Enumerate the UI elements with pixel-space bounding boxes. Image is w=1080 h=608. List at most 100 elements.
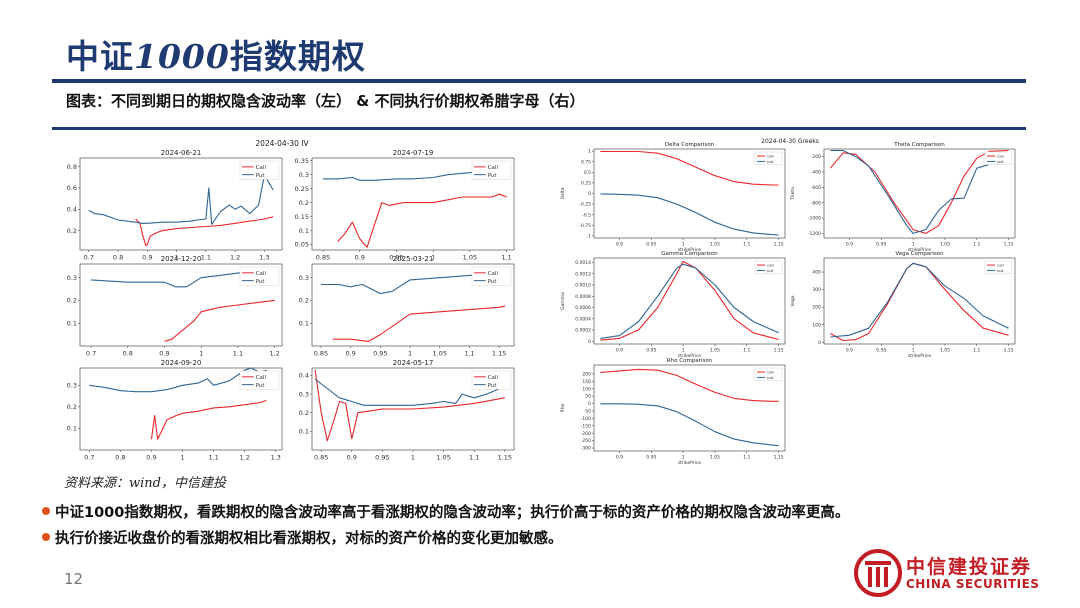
series-line-call [600,368,779,402]
y-tick-label: 0.0002 [575,328,591,334]
x-tick-label: 1.15 [492,350,506,358]
x-tick-label: 0.95 [646,455,656,461]
x-tick-label: 1.1 [501,254,511,262]
series-line-put [830,262,1009,338]
x-tick-label: 1.2 [230,254,240,262]
x-tick-label: 1 [682,455,685,461]
legend-entry: Call [256,165,267,171]
legend-entry: Put [256,279,266,285]
x-tick-label: 1.3 [259,254,269,262]
y-tick-label: 0.0014 [575,260,591,266]
legend-entry: call [767,263,774,268]
x-tick-label: 1.1 [469,454,479,462]
chart-9: Gamma Comparison 0.9 0.95 1 1.05 1.1 1.15 0 0.00… [560,251,786,359]
x-axis-label: strikePrice [678,353,702,359]
series-line-put [600,193,779,236]
chart-title: 2024-05-17 [393,359,434,367]
series-line-call [332,305,506,342]
x-tick-label: 0.9 [159,350,169,358]
series-line-call [829,149,1009,234]
chart-title: Gamma Comparison [661,251,718,257]
y-tick-label: 0.2 [67,227,77,235]
left-figure-suptitle: 2024-04-30 IV [255,139,309,148]
y-tick-label: 100 [812,322,821,328]
x-tick-label: 1 [180,454,184,462]
y-tick-label: -100 [581,416,591,422]
x-tick-label: 1.15 [774,455,784,461]
legend-entry: Call [256,271,267,277]
bullet-2-text: 执行价接近收盘价的看涨期权相比看涨期权，对标的资产价格的变化更加敏感。 [55,531,563,547]
figure-caption: 图表：不同到期日的期权隐含波动率（左） & 不同执行价期权希腊字母（右） [66,92,585,110]
x-tick-label: 1.15 [498,454,512,462]
chart-title: 2024-06-21 [161,149,202,157]
y-tick-label: 0 [818,340,821,346]
y-tick-label: 50 [585,394,591,400]
caption-divider [52,127,1026,130]
x-tick-label: 1.15 [1004,348,1014,354]
legend-entry: call [997,263,1004,268]
y-tick-label: 0.25 [581,180,591,186]
y-tick-label: 200 [812,305,821,311]
x-tick-label: 0.85 [314,350,328,358]
y-tick-label: 150 [582,379,591,385]
x-tick-label: 1.05 [463,254,477,262]
x-tick-label: 0.9 [142,254,152,262]
x-tick-label: 1.05 [436,454,450,462]
x-tick-label: 1 [912,242,915,248]
x-tick-label: 1.2 [240,454,250,462]
y-tick-label: 0.0010 [575,283,591,289]
chart-title: 2024-09-20 [161,359,202,367]
x-tick-label: 1.1 [743,348,750,354]
x-tick-label: 1.05 [940,242,950,248]
x-tick-label: 0.9 [355,254,365,262]
y-axis-label: Vega [790,295,796,306]
page-number: 12 [64,570,84,588]
x-tick-label: 0.8 [115,454,125,462]
y-tick-label: 0.15 [295,213,309,221]
china-securities-logo-icon [854,549,902,597]
legend-entry: Call [488,271,499,277]
y-tick-label: -50 [584,409,591,415]
title-cn2: 指数期权 [229,37,366,76]
x-tick-label: 1.15 [1004,242,1014,248]
y-tick-label: -1000 [808,216,821,222]
x-axis-label: strikePrice [678,460,702,466]
y-tick-label: 0.4 [299,372,309,380]
chart-1: 2024-06-21 0.7 0.8 0.9 1 1.1 1.2 1.3 0.2 0.4 0.6 0.… [67,149,283,262]
series-line-put [830,149,1009,234]
chart-6: 2024-05-17 0.85 0.9 0.95 1 1.05 1.1 1.15 0.1 0.2 0… [299,359,515,462]
x-tick-label: 1.05 [710,348,720,354]
y-tick-label: -0.5 [582,212,591,218]
chart-title: Rho Comparison [667,358,713,364]
x-tick-label: 1.1 [973,348,980,354]
y-axis-label: Delta [560,187,566,199]
y-tick-label: 0.75 [581,159,591,165]
y-tick-label: -200 [581,431,591,437]
y-tick-label: 0.3 [67,382,77,390]
y-tick-label: 0.3 [67,274,77,282]
y-tick-label: 400 [812,270,821,276]
logo-text-en: CHINA SECURITIES [906,577,1040,591]
y-tick-label: 0.2 [67,403,77,411]
y-axis-label: Rho [560,403,566,412]
x-tick-label: 1.1 [464,350,474,358]
x-tick-label: 1.1 [233,350,243,358]
x-tick-label: 1.1 [743,242,750,248]
y-tick-label: 0.2 [67,297,77,305]
plot-frame [823,257,1016,345]
chart-title: Delta Comparison [665,142,715,148]
y-tick-label: 1 [588,149,591,155]
x-tick-label: 0.85 [316,254,330,262]
chart-7: Delta Comparison 0.9 0.95 1 1.05 1.1 1.15 -1 -0.… [560,142,786,253]
x-tick-label: 0.9 [345,350,355,358]
y-tick-label: 0 [588,339,591,345]
x-tick-label: 0.9 [146,454,156,462]
title-cn: 中证 [66,37,134,76]
legend-entry: put [767,375,774,380]
series-line-call [337,193,507,248]
y-tick-label: 0.05 [295,241,309,249]
x-tick-label: 0.9 [616,242,623,248]
legend-entry: call [767,370,774,375]
legend-entry: Call [488,375,499,381]
series-line-call [600,150,779,186]
